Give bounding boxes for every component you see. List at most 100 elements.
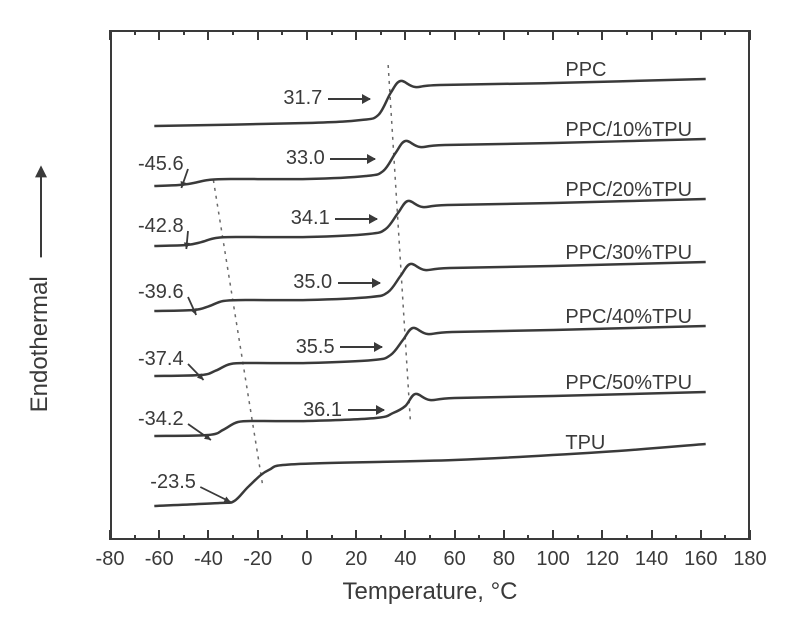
y-axis-label: Endothermal <box>26 168 54 413</box>
tg-high-label: 35.5 <box>296 336 382 359</box>
guide-tpu-tg <box>213 180 262 485</box>
x-tick-mark <box>257 530 259 540</box>
arrow-right-icon <box>335 218 377 220</box>
x-tick-mark <box>306 30 308 40</box>
curve-ppc-30-tpu <box>154 262 705 311</box>
x-minor-tick-mark <box>626 30 628 35</box>
x-minor-tick-mark <box>429 30 431 35</box>
curve-ppc-50-tpu <box>154 392 705 436</box>
x-tick-mark <box>700 530 702 540</box>
x-tick-mark <box>651 530 653 540</box>
tg-high-label: 34.1 <box>291 207 377 230</box>
x-minor-tick-mark <box>577 535 579 540</box>
x-tick-mark <box>158 30 160 40</box>
x-tick-mark <box>306 530 308 540</box>
series-label: PPC/50%TPU <box>565 372 692 395</box>
x-tick-label: 40 <box>394 548 416 571</box>
x-tick-label: 100 <box>536 548 569 571</box>
series-label: TPU <box>565 432 605 455</box>
x-minor-tick-mark <box>183 30 185 35</box>
x-minor-tick-mark <box>724 535 726 540</box>
x-tick-mark <box>651 30 653 40</box>
x-minor-tick-mark <box>527 535 529 540</box>
tg-high-value: 31.7 <box>283 87 322 109</box>
x-tick-mark <box>601 30 603 40</box>
x-tick-mark <box>552 530 554 540</box>
tg-high-value: 34.1 <box>291 207 330 229</box>
x-axis-label: Temperature, °C <box>343 578 518 606</box>
x-tick-mark <box>158 530 160 540</box>
y-axis-label-text: Endothermal <box>26 276 53 412</box>
x-minor-tick-mark <box>281 535 283 540</box>
x-tick-mark <box>552 30 554 40</box>
tg-high-value: 35.0 <box>293 271 332 293</box>
tg-high-value: 33.0 <box>286 147 325 169</box>
x-tick-label: 80 <box>493 548 515 571</box>
x-axis-label-text: Temperature, °C <box>343 578 518 605</box>
x-minor-tick-mark <box>232 535 234 540</box>
curve-tpu <box>154 444 705 506</box>
x-tick-mark <box>601 530 603 540</box>
x-minor-tick-mark <box>331 30 333 35</box>
tg-low-label: -37.4 <box>138 348 184 371</box>
x-minor-tick-mark <box>626 535 628 540</box>
tg-low-label: -39.6 <box>138 281 184 304</box>
tg-high-label: 33.0 <box>286 147 375 170</box>
x-tick-mark <box>454 530 456 540</box>
x-tick-mark <box>404 30 406 40</box>
series-label: PPC <box>565 59 606 82</box>
x-tick-mark <box>109 30 111 40</box>
x-tick-label: 0 <box>301 548 312 571</box>
x-tick-mark <box>404 530 406 540</box>
x-tick-label: -40 <box>194 548 223 571</box>
x-minor-tick-mark <box>577 30 579 35</box>
x-minor-tick-mark <box>675 30 677 35</box>
plot-area: -80-60-40-20020406080100120140160180PPC3… <box>110 30 750 540</box>
tg-high-label: 36.1 <box>303 399 384 422</box>
tg-low-label: -42.8 <box>138 215 184 238</box>
x-minor-tick-mark <box>134 535 136 540</box>
x-tick-mark <box>700 30 702 40</box>
x-minor-tick-mark <box>675 535 677 540</box>
tg-high-label: 31.7 <box>283 87 369 110</box>
tg-low-label: -45.6 <box>138 153 184 176</box>
x-minor-tick-mark <box>724 30 726 35</box>
dsc-figure: Endothermal -80-60-40-200204060801001201… <box>0 0 792 629</box>
x-tick-label: 180 <box>733 548 766 571</box>
x-minor-tick-mark <box>281 30 283 35</box>
tg-low-label: -34.2 <box>138 408 184 431</box>
x-minor-tick-mark <box>527 30 529 35</box>
x-minor-tick-mark <box>478 30 480 35</box>
x-tick-label: 160 <box>684 548 717 571</box>
x-tick-mark <box>207 30 209 40</box>
x-tick-label: 60 <box>443 548 465 571</box>
x-minor-tick-mark <box>429 535 431 540</box>
x-tick-mark <box>207 530 209 540</box>
curve-ppc-40-tpu <box>154 326 705 376</box>
x-tick-label: 20 <box>345 548 367 571</box>
x-minor-tick-mark <box>331 535 333 540</box>
series-label: PPC/40%TPU <box>565 306 692 329</box>
tg-high-value: 35.5 <box>296 336 335 358</box>
x-tick-label: 120 <box>586 548 619 571</box>
arrow-right-icon <box>348 409 385 411</box>
x-tick-mark <box>257 30 259 40</box>
x-minor-tick-mark <box>380 30 382 35</box>
series-label: PPC/30%TPU <box>565 242 692 265</box>
x-minor-tick-mark <box>134 30 136 35</box>
guide-ppc-tg <box>388 65 410 420</box>
x-minor-tick-mark <box>232 30 234 35</box>
x-minor-tick-mark <box>380 535 382 540</box>
x-tick-mark <box>749 530 751 540</box>
x-tick-mark <box>503 530 505 540</box>
arrow-right-icon <box>340 346 382 348</box>
arrow-right-icon <box>330 158 374 160</box>
x-tick-mark <box>454 30 456 40</box>
arrow-right-icon <box>338 282 380 284</box>
x-tick-label: -20 <box>243 548 272 571</box>
x-tick-mark <box>109 530 111 540</box>
x-minor-tick-mark <box>478 535 480 540</box>
x-minor-tick-mark <box>183 535 185 540</box>
x-tick-mark <box>749 30 751 40</box>
x-tick-label: -80 <box>96 548 125 571</box>
